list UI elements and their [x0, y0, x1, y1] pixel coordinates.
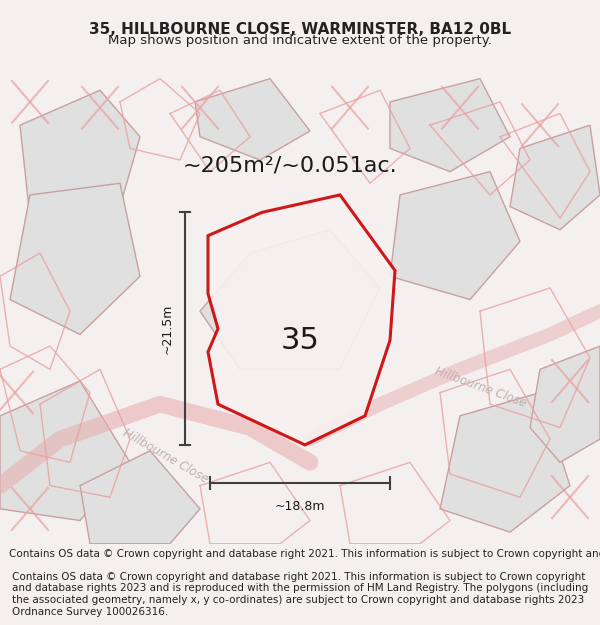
Polygon shape — [20, 90, 140, 218]
Text: Hillbourne Close: Hillbourne Close — [120, 427, 210, 486]
Text: ~21.5m: ~21.5m — [161, 304, 173, 354]
Polygon shape — [10, 183, 140, 334]
Polygon shape — [440, 392, 570, 532]
Text: ~18.8m: ~18.8m — [275, 500, 325, 513]
Text: Map shows position and indicative extent of the property.: Map shows position and indicative extent… — [108, 34, 492, 48]
Text: 35: 35 — [281, 326, 319, 355]
Text: Contains OS data © Crown copyright and database right 2021. This information is : Contains OS data © Crown copyright and d… — [9, 549, 600, 559]
Text: Hillbourne Close: Hillbourne Close — [433, 364, 527, 409]
Polygon shape — [0, 381, 130, 521]
Polygon shape — [195, 79, 310, 160]
Polygon shape — [390, 79, 510, 172]
Text: Contains OS data © Crown copyright and database right 2021. This information is : Contains OS data © Crown copyright and d… — [12, 572, 588, 617]
Text: 35, HILLBOURNE CLOSE, WARMINSTER, BA12 0BL: 35, HILLBOURNE CLOSE, WARMINSTER, BA12 0… — [89, 22, 511, 37]
Polygon shape — [200, 230, 380, 369]
Text: ~205m²/~0.051ac.: ~205m²/~0.051ac. — [182, 156, 397, 176]
Polygon shape — [390, 172, 520, 299]
Polygon shape — [510, 125, 600, 230]
Polygon shape — [80, 451, 200, 544]
Polygon shape — [530, 346, 600, 462]
Polygon shape — [208, 195, 395, 445]
